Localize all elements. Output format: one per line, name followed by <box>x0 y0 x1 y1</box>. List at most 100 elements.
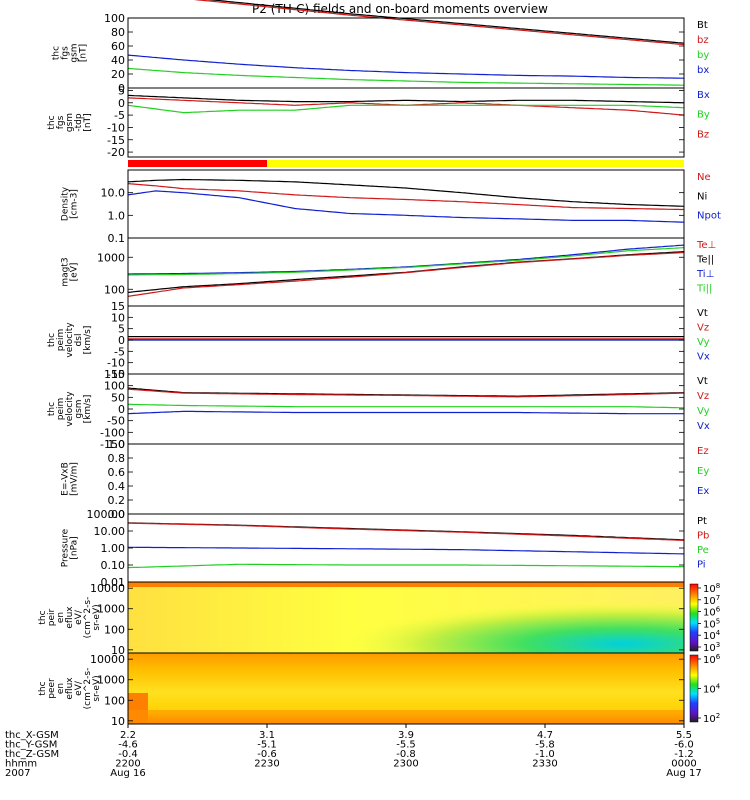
footer-row-label: thc_Z-GSM <box>5 749 59 760</box>
figure-title: P2 (TH-C) fields and on-board moments ov… <box>252 2 548 16</box>
y-label-line: gsm <box>65 113 75 132</box>
series-line-Pi <box>128 546 684 555</box>
y-label-line: sr-eV) <box>92 675 102 701</box>
legend: Ne Ni Npot <box>697 172 721 222</box>
y-label-line: eV/ <box>74 680 84 696</box>
series-group <box>128 387 684 415</box>
y-tick-label: 1.0 <box>108 438 126 451</box>
y-tick-label: 100 <box>104 623 125 636</box>
series-line-black <box>128 94 684 104</box>
y-tick-label: -100 <box>100 426 125 439</box>
y-label-line: thc <box>38 681 48 695</box>
legend: Bx By Bz <box>697 90 710 140</box>
y-tick-label: 0.1 <box>108 232 126 245</box>
y-tick-label: 0.2 <box>108 494 126 507</box>
legend-entry: Ey <box>697 466 709 477</box>
panel-efield: 0.00.20.40.60.81.0 E=-VxB [mV/m] Ez Ey Ex <box>61 438 710 521</box>
y-label-line: fgs <box>56 115 66 129</box>
footer-value: 2330 <box>532 759 557 770</box>
panel-frame <box>127 17 685 89</box>
series-line-Bt <box>207 0 684 44</box>
legend-entry: Ni <box>697 191 707 202</box>
y-tick-label: 150 <box>104 368 125 381</box>
legend-entry: bx <box>697 65 709 76</box>
footer-value: Aug 17 <box>666 768 701 779</box>
footer-value: -0.8 <box>396 749 416 760</box>
y-label-line: eflux <box>65 606 75 629</box>
colorbar-tick-label: 105 <box>703 617 720 630</box>
y-tick-label: 0 <box>118 97 125 110</box>
y-label-line: gsm <box>70 43 80 62</box>
y-label-line: dsl <box>74 334 84 347</box>
series-line-Ne <box>128 183 684 211</box>
legend-entry: By <box>697 110 710 121</box>
legend-entry: Te⊥ <box>696 240 716 251</box>
y-label-line: [nT] <box>83 113 93 131</box>
y-tick-label: 10.0 <box>101 187 126 200</box>
y-tick-label: 80 <box>111 26 125 39</box>
legend: Pt Pb Pe Pi <box>697 516 709 571</box>
colorbar-tick-label: 106 <box>703 606 721 619</box>
mode-segment-0 <box>128 160 267 167</box>
y-tick-label: 100 <box>104 12 125 25</box>
legend-entry: Bt <box>697 20 708 31</box>
colorbar-tick-label: 102 <box>703 712 720 725</box>
series-line-bz <box>193 0 684 46</box>
y-label-line: [km/s] <box>83 395 93 424</box>
panel-temperature: 100 1000 magt3 [eV] Te⊥ Te|| Ti⊥ Ti|| <box>61 237 716 307</box>
footer-value: 2.2 <box>120 730 136 741</box>
legend: Ez Ey Ex <box>697 446 709 497</box>
y-tick-label: -10 <box>107 357 125 370</box>
series-line-Te <box>128 252 684 297</box>
y-label-line: gsm <box>74 399 84 418</box>
y-tick-label: -10 <box>107 121 125 134</box>
series-line-Ti <box>128 244 684 275</box>
footer-value: -6.0 <box>674 740 694 751</box>
footer-value: 3.1 <box>259 730 275 741</box>
footer-value: -5.1 <box>257 740 277 751</box>
legend-entry: Vy <box>697 337 710 348</box>
legend-entry: Ez <box>697 446 709 457</box>
y-tick-label: 5 <box>118 323 125 336</box>
legend-entry: Vz <box>697 323 709 334</box>
y-axis-label: thc peir en eflux eV/(cm^2-s-sr-eV) <box>38 597 102 639</box>
y-tick-label: 10000 <box>90 653 125 666</box>
legend-entry: Vz <box>697 391 709 402</box>
y-axis: 0.1 1.0 10.0 <box>101 187 684 245</box>
footer-value: 3.9 <box>398 730 414 741</box>
y-tick-label: 100.00 <box>87 508 126 521</box>
panel-frame <box>127 87 685 158</box>
y-label-line: [km/s] <box>83 326 93 355</box>
legend: Bt bz by bx <box>697 20 709 76</box>
footer-row-label: hhmm <box>5 759 37 770</box>
y-axis-label: E=-VxB [mV/m] <box>61 462 80 496</box>
panel-density: 0.1 1.0 10.0 Density [cm-3] Ne Ni Npot <box>61 169 721 245</box>
panel-frame <box>127 443 685 515</box>
series-line-Pb <box>128 522 684 541</box>
y-axis-label: thc fgs gsm -tdp [nT] <box>47 113 93 132</box>
footer-value: -0.4 <box>118 749 138 760</box>
series-line-by <box>128 67 684 86</box>
y-tick-label: 60 <box>111 40 125 53</box>
footer-row-label: 2007 <box>5 768 30 779</box>
y-axis-label: Density [cm-3] <box>61 186 80 221</box>
legend-entry: Bz <box>697 129 709 140</box>
y-tick-label: 0 <box>118 334 125 347</box>
series-line-bx <box>128 54 684 79</box>
y-label-line: eV/ <box>74 609 84 625</box>
y-label-line: Pressure <box>61 528 71 567</box>
footer-value: -0.6 <box>257 749 277 760</box>
y-axis: 0.00.20.40.60.81.0 <box>108 438 684 521</box>
legend-entry: Pi <box>697 560 706 571</box>
legend-entry: Bx <box>697 90 710 101</box>
legend-entry: Vy <box>697 406 710 417</box>
y-tick-label: -20 <box>107 146 125 159</box>
footer-value: 2230 <box>254 759 279 770</box>
footer-value: -1.0 <box>535 749 555 760</box>
y-label-line: sr-eV) <box>92 604 102 630</box>
footer-value: 0000 <box>671 759 696 770</box>
y-axis-label: thc peim velocity dsl [km/s] <box>47 322 93 358</box>
y-axis: 0.01 0.10 1.00 10.00 100.00 <box>87 508 684 589</box>
